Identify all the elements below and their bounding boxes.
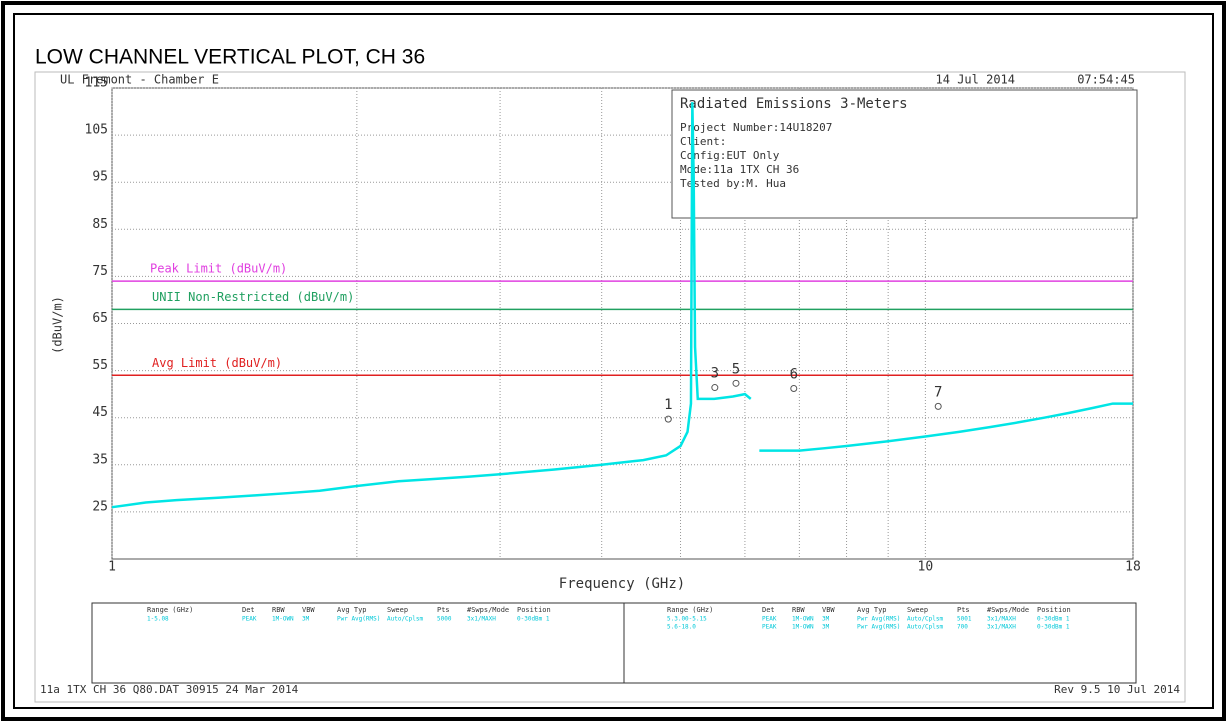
limit-label: Avg Limit (dBuV/m) (152, 356, 282, 370)
y-tick-label: 105 (85, 123, 108, 138)
table-cell: PEAK (762, 616, 777, 623)
table-cell: 0-30dBm 1 (517, 616, 550, 623)
marker-label: 3 (711, 366, 719, 382)
y-tick-label: 45 (92, 405, 108, 420)
y-tick-label: 25 (92, 499, 108, 514)
table-header: Range (GHz) (147, 606, 193, 614)
table-cell: Pwr Avg(RMS) (857, 616, 900, 623)
table-cell: 5.6-18.0 (667, 624, 696, 631)
marker (711, 384, 719, 392)
table-cell: 5.3.00-5.15 (667, 616, 707, 623)
table-header: Avg Typ (337, 606, 367, 614)
table-header: VBW (302, 606, 315, 614)
footer-right: Rev 9.5 10 Jul 2014 (1054, 683, 1180, 696)
marker (732, 379, 740, 387)
table-header: Sweep (387, 606, 408, 614)
table-cell: 5001 (957, 616, 972, 623)
marker (934, 402, 942, 410)
table-header: Pts (437, 606, 450, 614)
table-cell: 700 (957, 624, 968, 631)
table-cell: 1-5.08 (147, 616, 169, 623)
y-tick-label: 95 (92, 170, 108, 185)
marker-label: 7 (934, 384, 942, 400)
table-header: Position (1037, 606, 1071, 614)
settings-table (91, 602, 1137, 684)
marker-label: 5 (732, 361, 740, 377)
table-cell: PEAK (242, 616, 257, 623)
limit-label: UNII Non-Restricted (dBuV/m) (152, 290, 354, 304)
table-cell: 5000 (437, 616, 452, 623)
table-header: Range (GHz) (667, 606, 713, 614)
footer-left: 11a 1TX CH 36 Q80.DAT 30915 24 Mar 2014 (40, 683, 299, 696)
table-cell: 3x1/MAXH (987, 624, 1016, 631)
table-cell: 1M-OWN (272, 616, 294, 623)
plot-frame (34, 71, 1186, 703)
y-tick-label: 75 (92, 264, 108, 279)
y-axis-label: (dBuV/m) (51, 296, 65, 354)
table-cell: Auto/Cplsm (907, 624, 944, 631)
y-tick-label: 65 (92, 311, 108, 326)
inner-border (13, 13, 1214, 709)
info-box (671, 89, 1138, 219)
table-cell: 0-30dBm 1 (1037, 616, 1070, 623)
x-tick-label: 10 (918, 560, 934, 575)
time: 07:54:45 (1077, 73, 1135, 87)
table-header: Pts (957, 606, 970, 614)
table-cell: 3x1/MAXH (467, 616, 496, 623)
y-tick-label: 115 (85, 76, 108, 91)
info-line: Config:EUT Only (680, 149, 780, 162)
table-cell: 3x1/MAXH (987, 616, 1016, 623)
y-tick-label: 85 (92, 217, 108, 232)
limit-label: Peak Limit (dBuV/m) (150, 262, 287, 276)
trace (759, 402, 1133, 452)
table-header: #Swps/Mode (987, 606, 1029, 614)
table-cell: 3M (822, 624, 830, 631)
site: UL Fremont - Chamber E (60, 73, 219, 87)
info-line: Client: (680, 135, 726, 148)
table-cell: Auto/Cplsm (907, 616, 944, 623)
table-cell: PEAK (762, 624, 777, 631)
marker-label: 6 (790, 366, 798, 382)
y-tick-label: 55 (92, 358, 108, 373)
x-tick-label: 18 (1125, 560, 1141, 575)
table-cell: Pwr Avg(RMS) (337, 616, 380, 623)
table-cell: 1M-OWN (792, 616, 814, 623)
table-cell: 1M-OWN (792, 624, 814, 631)
table-header: RBW (272, 606, 285, 614)
table-header: RBW (792, 606, 805, 614)
table-header: #Swps/Mode (467, 606, 509, 614)
table-cell: Auto/Cplsm (387, 616, 424, 623)
info-heading: Radiated Emissions 3-Meters (680, 96, 908, 112)
info-line: Tested by:M. Hua (680, 177, 786, 190)
table-cell: 3M (302, 616, 310, 623)
chart-title: LOW CHANNEL VERTICAL PLOT, CH 36 (35, 46, 425, 69)
table-header: Avg Typ (857, 606, 887, 614)
marker (664, 415, 672, 423)
info-line: Project Number:14U18207 (680, 121, 832, 134)
table-header: Det (762, 606, 775, 614)
x-axis-label: Frequency (GHz) (559, 576, 685, 592)
table-cell: 0-30dBm 1 (1037, 624, 1070, 631)
date: 14 Jul 2014 (936, 73, 1015, 87)
y-tick-label: 35 (92, 452, 108, 467)
table-cell: Pwr Avg(RMS) (857, 624, 900, 631)
table-header: Sweep (907, 606, 928, 614)
trace (111, 102, 752, 509)
marker-label: 1 (664, 397, 672, 413)
table-header: VBW (822, 606, 835, 614)
info-line: Mode:11a 1TX CH 36 (680, 163, 799, 176)
table-header: Position (517, 606, 551, 614)
x-tick-label: 1 (108, 560, 116, 575)
table-cell: 3M (822, 616, 830, 623)
table-header: Det (242, 606, 255, 614)
marker (790, 384, 798, 392)
